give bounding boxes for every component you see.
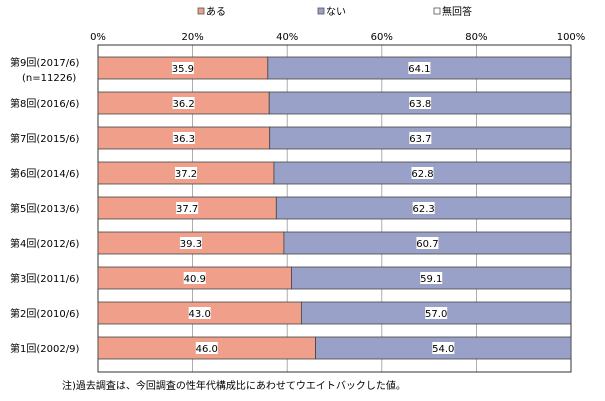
category-label: 第7回(2015/6) xyxy=(10,132,79,145)
data-label: 63.7 xyxy=(409,134,431,145)
data-label: 59.1 xyxy=(420,274,442,285)
data-label: 62.3 xyxy=(413,204,435,215)
legend-swatch-3 xyxy=(433,7,441,15)
data-label: 37.7 xyxy=(176,204,198,215)
footnote: 注)過去調査は、今回調査の性年代構成比にあわせてウエイトバックした値。 xyxy=(62,379,406,392)
data-label-bg xyxy=(425,307,448,319)
legend-swatch-2 xyxy=(317,7,325,15)
data-label: 36.2 xyxy=(172,99,194,110)
category-label: 第8回(2016/6) xyxy=(10,97,79,110)
data-label-bg xyxy=(172,132,195,144)
category-label: 第2回(2010/6) xyxy=(10,307,79,320)
legend-swatch-1 xyxy=(197,7,205,15)
data-label-bg xyxy=(408,62,431,74)
plot-area: 35.9 64.1 第9回(2017/6) (n=11226) 36.2 63.8 第8回(… xyxy=(10,44,572,373)
data-label: 46.0 xyxy=(196,344,218,355)
data-label-bg xyxy=(179,237,202,249)
x-tick-label: 100% xyxy=(557,32,586,43)
data-label-bg xyxy=(171,62,194,74)
x-tick-label: 80% xyxy=(465,32,487,43)
data-label-bg xyxy=(409,97,432,109)
data-label-bg xyxy=(420,272,443,284)
category-label: 第5回(2013/6) xyxy=(10,202,79,215)
data-label-bg xyxy=(176,202,199,214)
data-label: 35.9 xyxy=(172,64,194,75)
data-label-bg xyxy=(416,237,439,249)
data-label-bg xyxy=(188,307,211,319)
x-tick-label: 60% xyxy=(371,32,393,43)
data-label-bg xyxy=(411,167,434,179)
data-label-bg xyxy=(183,272,206,284)
category-label: 第1回(2002/9) xyxy=(10,342,79,355)
data-label: 64.1 xyxy=(408,64,430,75)
x-tick-label: 20% xyxy=(181,32,203,43)
data-label: 36.3 xyxy=(173,134,195,145)
data-label: 54.0 xyxy=(432,344,454,355)
data-label-bg xyxy=(195,342,218,354)
data-label: 63.8 xyxy=(409,99,431,110)
x-axis-ticks: 0% 20% 40% 60% 80% 100% xyxy=(90,32,585,43)
data-label: 37.2 xyxy=(175,169,197,180)
legend-label-2: ない xyxy=(326,6,346,18)
category-label: 第4回(2012/6) xyxy=(10,237,79,250)
category-label: (n=11226) xyxy=(22,73,76,84)
data-label-bg xyxy=(174,167,197,179)
data-label: 43.0 xyxy=(189,309,211,320)
legend: ある ない 無回答 xyxy=(197,5,472,18)
category-label: 第6回(2014/6) xyxy=(10,167,79,180)
x-tick-label: 0% xyxy=(90,32,106,43)
data-label: 40.9 xyxy=(184,274,206,285)
category-label: 第9回(2017/6) xyxy=(10,56,79,69)
data-label: 39.3 xyxy=(180,239,202,250)
data-label-bg xyxy=(412,202,435,214)
data-label-bg xyxy=(409,132,432,144)
data-label: 60.7 xyxy=(416,239,438,250)
x-tick-label: 40% xyxy=(276,32,298,43)
category-label: 第3回(2011/6) xyxy=(10,272,79,285)
data-label-bg xyxy=(432,342,455,354)
data-label: 57.0 xyxy=(425,309,447,320)
data-label-bg xyxy=(172,97,195,109)
legend-label-1: ある xyxy=(206,6,226,18)
data-label: 62.8 xyxy=(411,169,433,180)
legend-label-3: 無回答 xyxy=(442,5,472,18)
